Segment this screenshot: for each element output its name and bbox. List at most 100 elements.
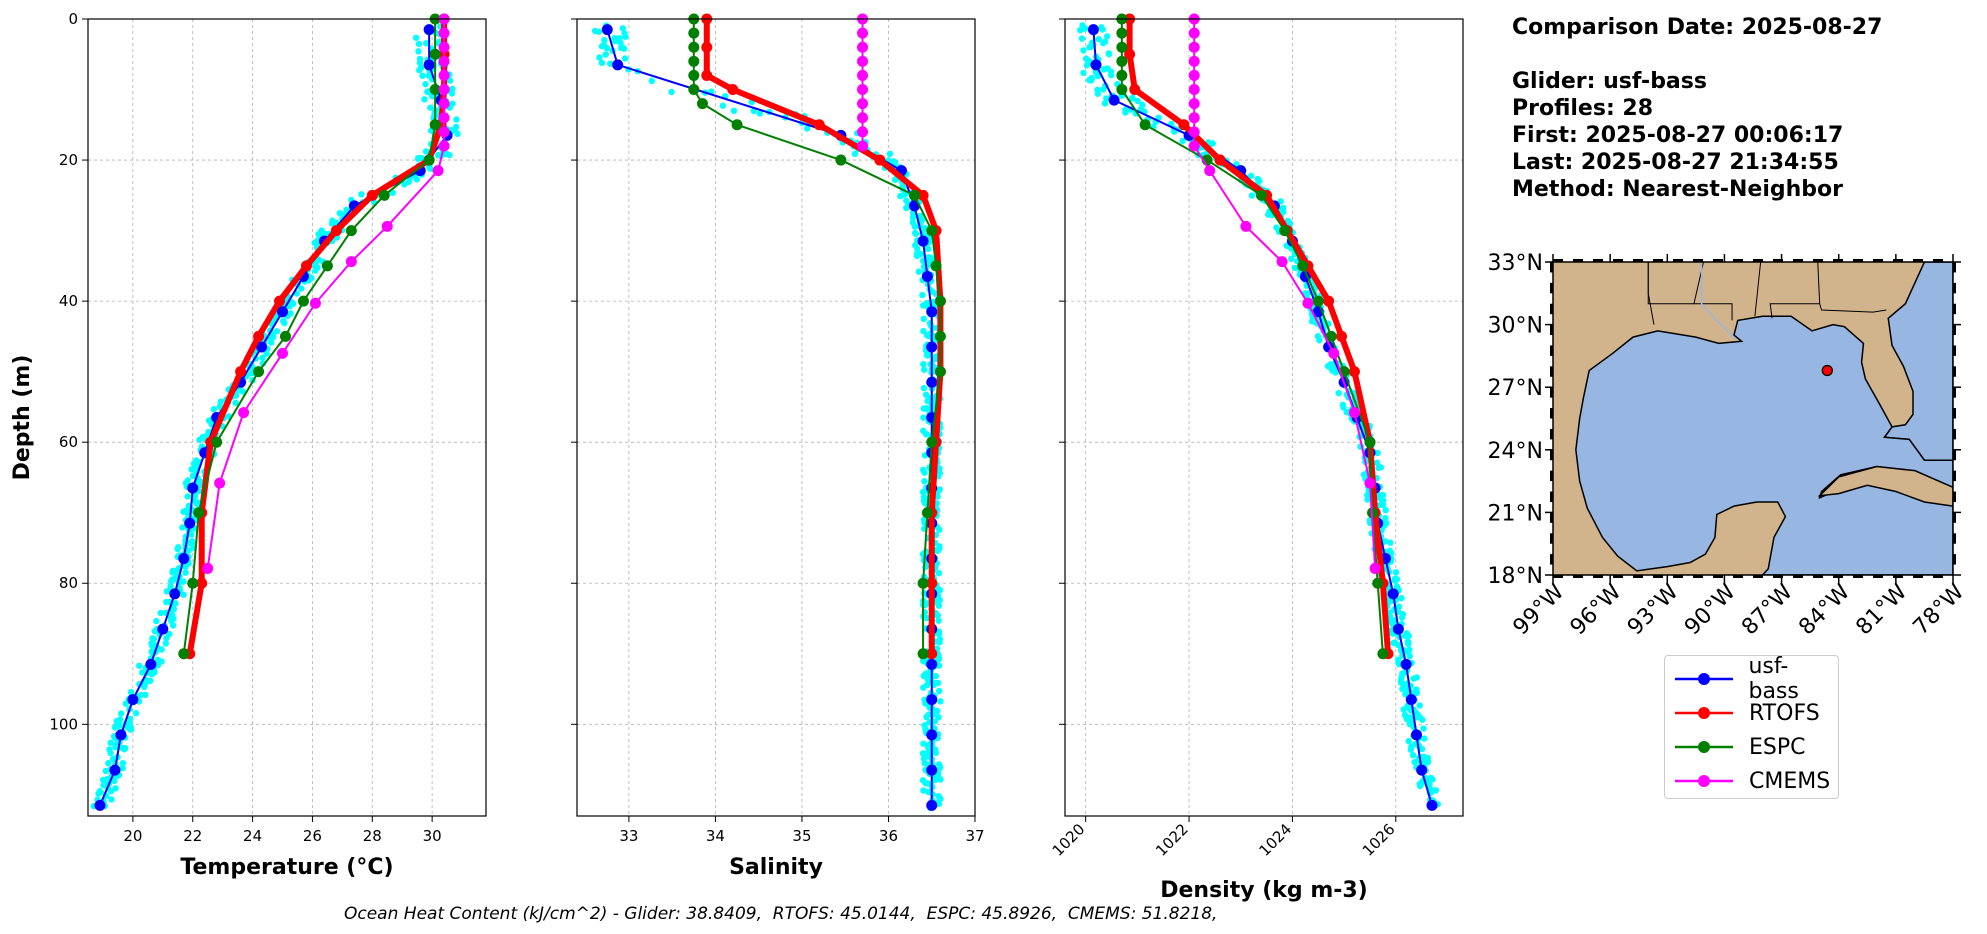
cloud-point xyxy=(920,787,927,794)
series-line xyxy=(1193,19,1377,569)
cloud-point xyxy=(416,59,424,67)
data-point xyxy=(857,126,869,138)
legend-label: ESPC xyxy=(1749,734,1806,760)
cloud-point xyxy=(1080,69,1087,77)
cloud-point xyxy=(1391,577,1399,584)
cloud-point xyxy=(446,151,453,159)
lon-tick-label: 87°W xyxy=(1737,579,1798,640)
data-point xyxy=(926,376,938,388)
series-rtofs xyxy=(1124,13,1394,660)
cloud-point xyxy=(935,628,943,635)
legend-label: CMEMS xyxy=(1749,768,1831,794)
data-point xyxy=(930,260,942,272)
cloud-point xyxy=(1129,95,1136,102)
glider-profile-cloud xyxy=(1077,22,1442,808)
map-border-tick xyxy=(1553,259,1563,262)
cloud-point xyxy=(611,34,618,42)
cloud-point xyxy=(935,545,943,552)
data-point xyxy=(145,658,157,670)
lat-tick-label: 33°N xyxy=(1488,251,1543,276)
cloud-point xyxy=(167,583,174,590)
data-point xyxy=(926,436,938,448)
lat-tick-label: 18°N xyxy=(1488,564,1543,589)
cloud-point xyxy=(1082,55,1090,62)
lon-tick-label: 93°W xyxy=(1623,579,1684,640)
legend-label: RTOFS xyxy=(1749,700,1820,726)
map-border-tick xyxy=(1550,470,1553,482)
cloud-point xyxy=(423,39,430,47)
cloud-point xyxy=(1398,673,1405,680)
lat-tick-label: 21°N xyxy=(1488,501,1543,526)
cloud-point xyxy=(1404,638,1412,645)
cloud-point xyxy=(920,740,927,747)
cloud-point xyxy=(1105,51,1113,58)
data-point xyxy=(701,69,713,81)
cloud-point xyxy=(1331,367,1338,375)
data-point xyxy=(731,119,743,131)
map-border-tick xyxy=(1550,387,1553,398)
cloud-point xyxy=(935,617,942,624)
cloud-point xyxy=(756,110,764,117)
data-point xyxy=(438,98,450,110)
map-border-tick xyxy=(1673,575,1683,578)
data-point xyxy=(238,407,250,419)
cloud-point xyxy=(598,59,606,67)
lon-tick-label: 90°W xyxy=(1680,579,1741,640)
series-usf-bass xyxy=(94,24,453,811)
data-point xyxy=(429,84,441,96)
cloud-point xyxy=(168,617,175,624)
cloud-point xyxy=(601,37,608,44)
cloud-point xyxy=(924,351,931,358)
x-tick-label: 1022 xyxy=(1152,820,1192,860)
data-point xyxy=(926,729,938,741)
cloud-point xyxy=(1335,389,1342,397)
cloud-point xyxy=(936,469,944,477)
data-point xyxy=(926,225,938,237)
map-border-tick xyxy=(1550,512,1553,523)
cloud-point xyxy=(1386,547,1394,554)
data-point xyxy=(1410,729,1422,741)
cloud-point xyxy=(920,414,927,421)
panel-1: 0 20 40 60 80 100 20 22 24 26 28 30 Temperature (°C)… xyxy=(10,10,487,880)
cloud-point xyxy=(622,33,629,40)
data-point xyxy=(1297,260,1309,272)
cloud-point xyxy=(1288,255,1295,263)
map-border-tick xyxy=(1813,575,1823,578)
data-point xyxy=(1204,165,1216,177)
data-point xyxy=(1336,330,1348,342)
cloud-point xyxy=(415,40,423,48)
map-border-tick xyxy=(1550,345,1553,356)
data-point xyxy=(1188,41,1200,53)
cloud-point xyxy=(920,658,928,665)
cloud-point xyxy=(107,749,114,757)
series-rtofs xyxy=(701,13,946,660)
data-point xyxy=(1276,256,1288,268)
data-point xyxy=(857,27,869,39)
cloud-point xyxy=(163,588,171,595)
data-point xyxy=(429,119,441,131)
map-border-tick xyxy=(1550,366,1553,377)
panel-3: 1020 1022 1024 1026 Density (kg m-3) xyxy=(1049,13,1464,903)
cloud-point xyxy=(803,125,811,132)
map-border-tick xyxy=(1953,345,1956,356)
x-tick-label: 35 xyxy=(792,827,811,845)
map-border-tick xyxy=(1593,259,1603,262)
map-border-tick xyxy=(1753,575,1763,578)
cloud-point xyxy=(153,617,160,625)
cloud-point xyxy=(1277,198,1284,205)
first-time: First: 2025-08-27 00:06:17 xyxy=(1512,123,1844,148)
data-point xyxy=(1188,55,1200,67)
data-point xyxy=(688,84,700,96)
data-point xyxy=(115,729,127,741)
data-point xyxy=(1108,94,1120,106)
data-point xyxy=(1129,84,1141,96)
cloud-point xyxy=(139,669,146,676)
data-point xyxy=(196,577,208,589)
map-border-tick xyxy=(1793,575,1803,578)
cloud-point xyxy=(648,77,656,85)
cloud-point xyxy=(263,350,270,357)
cloud-point xyxy=(157,609,164,617)
map-border-tick xyxy=(1933,259,1943,262)
series-cmems xyxy=(1188,13,1381,574)
series-usf-bass xyxy=(1087,24,1438,811)
